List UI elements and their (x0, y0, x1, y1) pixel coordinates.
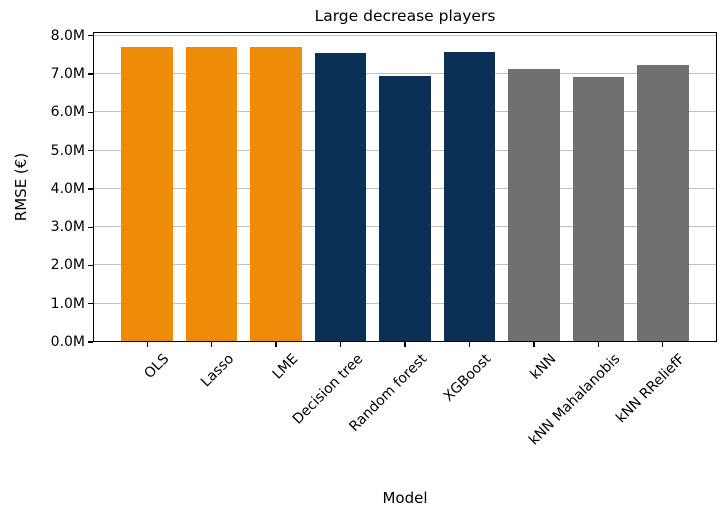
bar-knn (508, 68, 560, 342)
x-tick-mark (468, 342, 471, 347)
y-axis-label: RMSE (€) (12, 152, 30, 222)
y-tick-label: 1.0M (50, 295, 85, 312)
chart-title: Large decrease players (314, 7, 496, 25)
y-tick-label: 5.0M (50, 142, 85, 159)
bar-decision-tree (314, 52, 367, 342)
y-tick-mark (88, 226, 93, 228)
y-tick-mark (88, 35, 93, 37)
y-tick-label: 3.0M (50, 219, 85, 236)
x-tick-mark (662, 342, 664, 347)
bar-xgboost (443, 51, 496, 342)
bar-ols (121, 47, 173, 342)
x-tick-mark (211, 342, 213, 347)
y-tick-label: 8.0M (50, 27, 85, 44)
y-tick-mark (88, 111, 93, 113)
bar-random-forest (379, 76, 431, 342)
y-tick-mark (88, 188, 93, 190)
x-tick-mark (404, 342, 406, 347)
x-tick-mark (597, 342, 599, 347)
x-tick-mark (533, 342, 535, 347)
y-tick-label: 2.0M (50, 257, 85, 274)
bar-knn-mahalanobis (572, 76, 625, 342)
y-tick-mark (88, 341, 93, 343)
y-tick-mark (88, 264, 93, 267)
gridline (93, 34, 717, 36)
y-tick-mark (88, 303, 93, 305)
y-tick-label: 0.0M (50, 334, 85, 350)
x-tick-mark (146, 342, 148, 347)
y-tick-label: 4.0M (50, 180, 85, 197)
y-tick-mark (88, 73, 93, 75)
y-tick-mark (88, 150, 93, 152)
x-tick-mark (275, 342, 277, 347)
gridline (93, 73, 717, 75)
y-tick-label: 7.0M (50, 66, 85, 83)
x-axis-label: Model (382, 489, 428, 507)
bar-lme (250, 47, 302, 342)
y-tick-label: 6.0M (50, 104, 85, 121)
bar-knn-rrelieff (637, 65, 689, 342)
bar-lasso (185, 47, 238, 342)
x-tick-mark (339, 342, 342, 347)
plot-area (93, 32, 717, 342)
